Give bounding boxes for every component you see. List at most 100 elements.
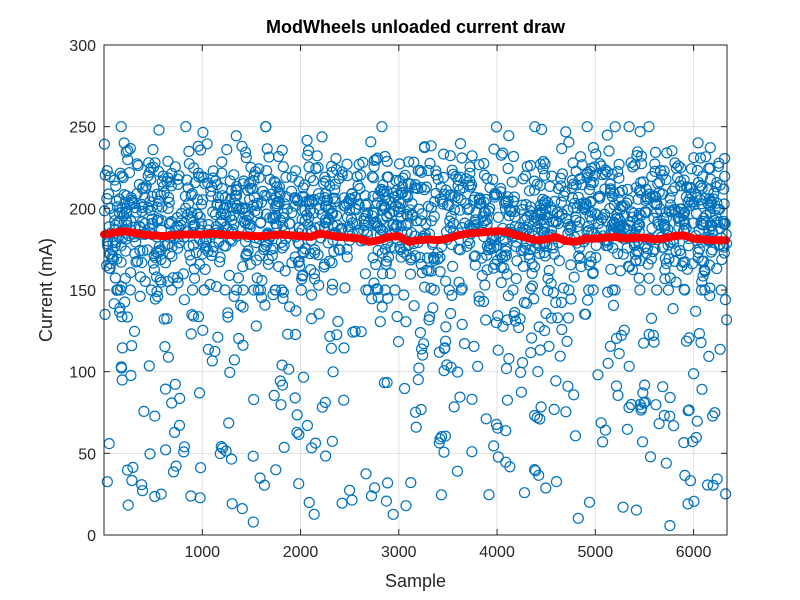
- scatter-point: [159, 383, 172, 395]
- scatter-point: [382, 477, 394, 489]
- scatter-point: [404, 268, 417, 280]
- scatter-point: [283, 363, 295, 375]
- scatter-point: [371, 152, 383, 164]
- scatter-point: [613, 348, 625, 360]
- scatter-point: [214, 251, 226, 263]
- scatter-point: [588, 161, 601, 173]
- scatter-point: [545, 277, 557, 290]
- scatter-point: [148, 264, 160, 276]
- scatter-point: [649, 158, 661, 170]
- scatter-point: [515, 386, 528, 398]
- scatter-point: [126, 474, 138, 487]
- scatter-point: [565, 293, 577, 305]
- scatter-point: [533, 321, 545, 333]
- scatter-point: [685, 182, 697, 194]
- scatter-point: [618, 324, 630, 336]
- scatter-point: [490, 121, 503, 133]
- scatter-point: [658, 409, 670, 422]
- scatter-point: [481, 214, 493, 226]
- scatter-point: [159, 341, 171, 353]
- scatter-point: [418, 141, 431, 153]
- chart-title: ModWheels unloaded current draw: [266, 17, 566, 37]
- scatter-point: [240, 250, 252, 262]
- scatter-point: [699, 265, 711, 277]
- scatter-point: [192, 311, 205, 323]
- scatter-point: [210, 281, 222, 293]
- scatter-point: [388, 242, 400, 254]
- scatter-point: [500, 456, 512, 468]
- scatter-point: [535, 401, 547, 413]
- scatter-point: [581, 172, 593, 184]
- scatter-point: [372, 291, 384, 303]
- scatter-point: [307, 175, 319, 187]
- scatter-point: [514, 313, 526, 325]
- scatter-point: [617, 248, 629, 260]
- scatter-point: [256, 274, 268, 287]
- scatter-point: [692, 137, 704, 149]
- scatter-point: [116, 170, 128, 182]
- scatter-point: [212, 331, 224, 343]
- scatter-point: [101, 165, 113, 177]
- scatter-point: [147, 144, 159, 156]
- scatter-point: [507, 150, 520, 163]
- scatter-point: [200, 240, 212, 252]
- scatter-point: [319, 396, 331, 408]
- scatter-point: [703, 350, 715, 362]
- scatter-point: [608, 218, 620, 230]
- scatter-point: [518, 487, 531, 499]
- scatter-point: [596, 436, 609, 448]
- scatter-point: [544, 180, 556, 192]
- scatter-point: [672, 160, 684, 172]
- scatter-point: [474, 194, 486, 206]
- scatter-point: [120, 214, 132, 226]
- scatter-point: [683, 332, 695, 344]
- scatter-point: [228, 290, 240, 302]
- scatter-point: [689, 305, 702, 317]
- scatter-point: [359, 199, 371, 211]
- scatter-point: [325, 342, 337, 354]
- scatter-point: [367, 190, 379, 202]
- scatter-point: [497, 147, 509, 159]
- scatter-point: [149, 293, 161, 305]
- scatter-point: [178, 446, 190, 458]
- scatter-point: [365, 136, 377, 148]
- scatter-point: [713, 157, 725, 169]
- scatter-point: [367, 172, 379, 184]
- scatter-point: [240, 152, 252, 164]
- scatter-point: [250, 320, 262, 332]
- scatter-point: [371, 283, 383, 295]
- scatter-point: [134, 290, 146, 302]
- scatter-point: [226, 214, 238, 226]
- scatter-point: [678, 437, 690, 449]
- scatter-point: [192, 140, 204, 152]
- scatter-point: [543, 264, 555, 277]
- scatter-point: [541, 197, 554, 209]
- scatter-point: [510, 273, 522, 285]
- scatter-point: [333, 243, 345, 255]
- trend-line: [100, 227, 730, 246]
- scatter-point: [341, 170, 353, 182]
- scatter-point: [466, 446, 478, 458]
- scatter-point: [136, 216, 148, 228]
- scatter-point: [461, 240, 473, 252]
- scatter-point: [358, 215, 370, 227]
- scatter-point: [623, 194, 635, 206]
- scatter-point: [289, 192, 301, 204]
- scatter-point: [517, 260, 530, 272]
- scatter-point: [554, 350, 566, 362]
- scatter-point: [122, 499, 134, 511]
- scatter-point: [149, 410, 161, 422]
- scatter-point: [128, 198, 140, 210]
- scatter-point: [226, 498, 238, 510]
- scatter-point: [433, 437, 445, 449]
- scatter-point: [372, 221, 384, 233]
- scatter-point: [473, 159, 485, 171]
- scatter-point: [415, 403, 427, 416]
- scatter-point: [430, 165, 442, 177]
- scatter-point: [425, 140, 437, 152]
- scatter-point: [591, 209, 603, 221]
- scatter-point: [511, 255, 523, 267]
- scatter-point: [492, 344, 504, 356]
- scatter-point: [226, 185, 238, 197]
- scatter-point: [430, 169, 442, 181]
